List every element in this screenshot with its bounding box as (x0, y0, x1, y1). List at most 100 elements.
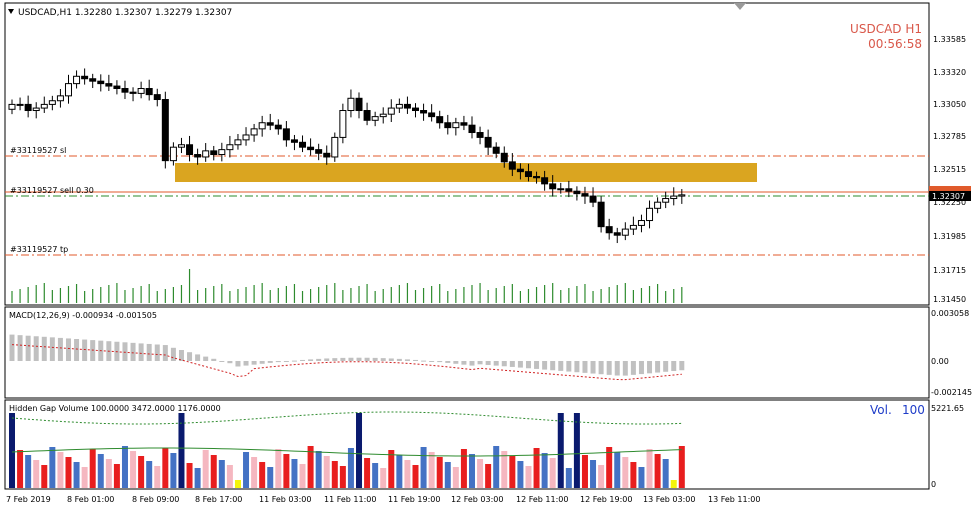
time-label: 8 Feb 17:00 (195, 495, 242, 504)
volume-bar (210, 455, 217, 488)
volume-bar (654, 454, 661, 488)
macd-tick: 0.00 (931, 357, 949, 366)
macd-bar (162, 345, 168, 361)
macd-bar (324, 358, 330, 361)
volume-bar (33, 460, 40, 488)
volume-bar (541, 453, 548, 488)
volume-bar (226, 465, 233, 488)
candle-body (541, 177, 549, 185)
candle-body (97, 80, 105, 85)
volume-average-line (11, 447, 682, 457)
volume-bar (73, 462, 80, 488)
tp-label: #33119527 tp (10, 245, 68, 254)
candle-body (105, 83, 113, 87)
time-label: 12 Feb 03:00 (451, 495, 503, 504)
macd-bar (647, 361, 653, 374)
candle-body (403, 103, 411, 109)
volume-bar (307, 446, 314, 488)
candle-body (452, 122, 460, 129)
volume-bar (283, 454, 290, 488)
price-tick: 1.31985 (933, 232, 966, 241)
volume-bar (509, 456, 516, 488)
current-price-label: 1.32307 (932, 192, 965, 201)
time-label: 11 Feb 03:00 (259, 495, 311, 504)
volume-bar (170, 453, 177, 488)
macd-bar (598, 361, 604, 375)
volume-bar (404, 460, 411, 488)
current-price-tag (929, 191, 971, 201)
volume-bar (630, 462, 637, 488)
price-panel[interactable] (4, 2, 930, 306)
candle-body (177, 144, 185, 148)
candle-body (290, 139, 298, 143)
volume-bar (468, 454, 475, 488)
volume-bar (89, 449, 96, 488)
candle-body (24, 103, 32, 112)
macd-bar (219, 361, 225, 362)
candle-body (621, 228, 629, 236)
time-label: 13 Feb 11:00 (708, 495, 760, 504)
candle-body (428, 112, 436, 118)
macd-bar (74, 339, 80, 361)
macd-bar (251, 361, 257, 365)
macd-bar (679, 361, 685, 371)
macd-bar (235, 361, 241, 367)
macd-bar (663, 361, 669, 372)
volume-bar (525, 466, 532, 488)
macd-bar (340, 357, 346, 361)
volume-bar (243, 452, 250, 488)
symbol-dropdown-icon[interactable] (8, 9, 14, 14)
macd-bar (17, 335, 23, 361)
time-label: 8 Feb 09:00 (132, 495, 179, 504)
macd-bar (316, 358, 322, 361)
chart-shift-marker[interactable] (734, 3, 746, 10)
volume-bar (557, 413, 564, 488)
candle-body (436, 116, 444, 124)
candles-group (8, 68, 686, 244)
candle-body (274, 124, 282, 130)
volume-bar (49, 447, 56, 488)
candle-body (533, 176, 541, 179)
macd-bar (138, 343, 144, 361)
volume-bar (581, 455, 588, 488)
macd-bar (348, 357, 354, 361)
candle-body (40, 103, 48, 109)
candle-body (145, 88, 153, 96)
macd-bar (49, 337, 55, 361)
volume-bar (678, 446, 685, 488)
candle-body (169, 146, 177, 162)
macd-bar (574, 361, 580, 373)
volume-bar (17, 450, 24, 488)
volume-bar (259, 462, 266, 488)
corner-timer: 00:56:58 (868, 37, 922, 51)
candle-body (266, 122, 274, 126)
volume-indicator-label: Hidden Gap Volume 100.0000 3472.0000 117… (9, 404, 221, 413)
candle-body (234, 139, 242, 146)
macd-bar (41, 336, 47, 361)
candle-body (323, 152, 331, 158)
candle-body (73, 75, 81, 85)
macd-bar (429, 361, 435, 362)
macd-bar (469, 361, 475, 366)
vol-label: Vol. (870, 403, 892, 417)
candle-body (395, 103, 403, 109)
macd-bar (243, 361, 249, 366)
order-zone-rectangle[interactable] (175, 163, 757, 182)
volume-bar (347, 448, 354, 488)
volume-bar (323, 456, 330, 488)
macd-bar (638, 361, 644, 375)
macd-bar (517, 361, 523, 368)
candle-body (670, 195, 678, 200)
price-volume-bars (11, 269, 683, 303)
macd-bar (195, 354, 201, 361)
candle-body (32, 107, 40, 112)
volume-bar (81, 467, 88, 488)
price-tick: 1.32785 (933, 132, 966, 141)
volume-bars (9, 413, 685, 488)
macd-bar (606, 361, 612, 375)
volume-bar (251, 457, 258, 488)
volume-bar (485, 464, 492, 488)
macd-bar (413, 359, 418, 361)
candle-body (339, 110, 347, 138)
